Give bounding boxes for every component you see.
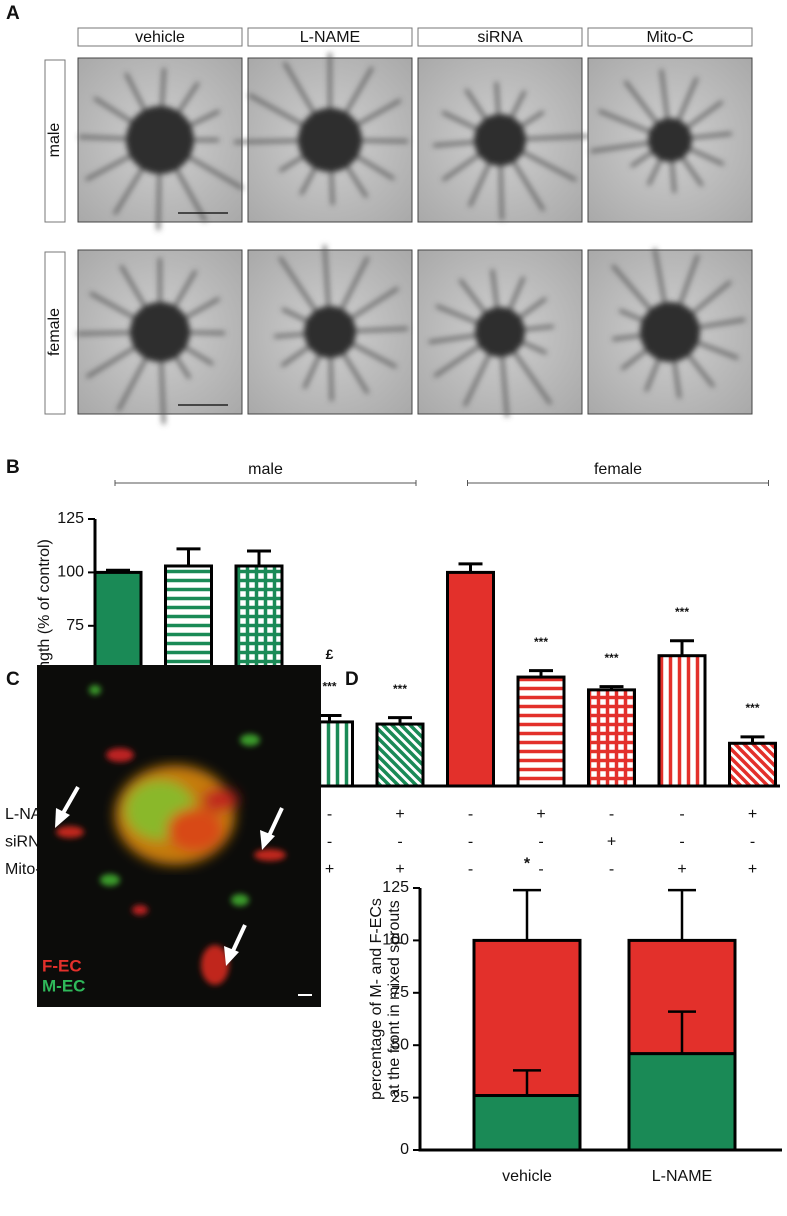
spheroid [274,245,408,402]
bar [657,654,707,788]
condition-mark: - [538,861,543,878]
spheroid [611,248,746,399]
column-header-box [247,27,413,47]
row-header: female [46,308,63,356]
legend-label: F-EC [42,956,82,975]
condition-mark: - [327,834,332,851]
condition-mark: + [748,806,757,823]
condition-mark: - [679,834,684,851]
y-tick-label: 75 [66,617,84,634]
y-tick-label: 25 [391,1089,409,1106]
condition-mark: - [609,806,614,823]
y-axis-label: percentage of M- and F-ECs [368,898,385,1100]
panel-d: D 0 25 50 75 100 125 percentage of M- and F-ECs… [345,669,782,1185]
condition-mark: - [327,806,332,823]
panel-label: A [6,3,20,24]
bar [728,741,777,788]
condition-mark: + [677,861,686,878]
significance: *** [675,605,689,619]
condition-mark: - [397,834,402,851]
bar [516,675,566,788]
group-label: male [248,461,283,478]
bar [446,570,495,788]
column-header-box [587,27,753,47]
legend-label: M-EC [42,976,85,995]
condition-mark: + [748,861,757,878]
condition-mark: - [750,834,755,851]
condition-mark: - [538,834,543,851]
spheroid [428,269,554,417]
x-tick-label: L-NAME [652,1168,712,1185]
panel-label: C [6,669,20,690]
panel-a: vehicle L-NAME siRNA Mito-C male female [44,27,753,424]
column-header: vehicle [135,29,185,46]
significance: * [524,855,531,872]
y-tick-label: 0 [400,1141,409,1158]
significance: *** [322,680,336,694]
bar [375,722,425,788]
condition-mark: - [679,806,684,823]
condition-mark: + [395,861,404,878]
panel-label: B [6,457,20,478]
column-header: L-NAME [300,29,360,46]
spheroid [76,257,226,424]
column-header: Mito-C [646,29,693,46]
condition-mark: - [468,806,473,823]
significance: *** [604,651,618,665]
panel-label: D [345,669,359,690]
column-header: siRNA [477,29,523,46]
significance: *** [534,635,548,649]
spheroid [79,68,244,231]
condition-mark: + [395,806,404,823]
group-label: female [594,461,642,478]
spheroid [233,52,409,206]
condition-mark: + [607,834,616,851]
significance: *** [745,701,759,715]
column-header-box [417,27,583,47]
significance-symbol: £ [326,646,334,662]
condition-mark: + [325,861,334,878]
arrows [55,786,284,966]
y-tick-label: 100 [382,932,409,949]
x-tick-label: vehicle [502,1168,552,1185]
significance: *** [393,682,407,696]
condition-mark: + [536,806,545,823]
column-header-box [77,27,243,47]
bar [587,688,636,788]
spheroid [590,69,732,193]
y-tick-label: 125 [382,879,409,896]
y-tick-label: 75 [391,984,409,1001]
cells [56,685,286,985]
y-tick-label: 50 [391,1036,409,1053]
condition-mark: - [468,861,473,878]
row-header: male [46,123,63,158]
row-header-box [44,251,66,415]
condition-mark: - [609,861,614,878]
y-tick-label: 125 [57,510,84,527]
y-axis-label: at the front in mixed sprouts [386,900,403,1097]
condition-mark: - [468,834,473,851]
bar-segment [472,1094,582,1152]
row-header-box [44,59,66,223]
spheroid [115,765,238,865]
bar-segment [627,1052,737,1152]
y-tick-label: 100 [57,564,84,581]
spheroid [433,82,589,221]
panel-c: C F-EC M-EC [6,665,321,1007]
